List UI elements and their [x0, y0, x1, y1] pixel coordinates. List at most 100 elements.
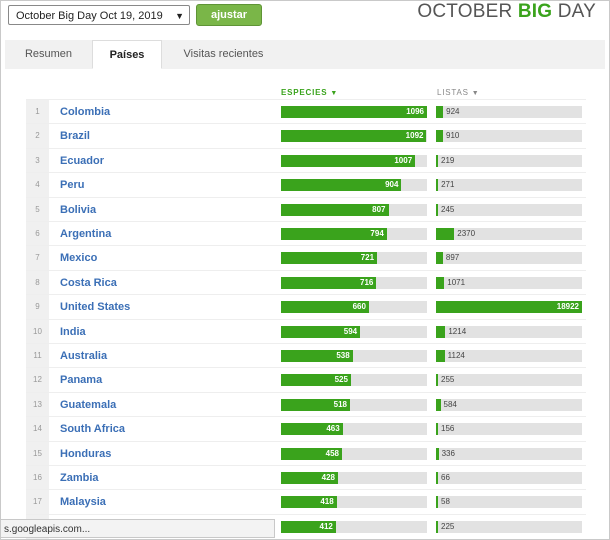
lists-bar: 1124: [436, 350, 582, 362]
lists-bar: 897: [436, 252, 582, 265]
country-link[interactable]: India: [60, 325, 86, 338]
country-link[interactable]: Honduras: [60, 447, 112, 460]
sort-down-icon: ▼: [330, 90, 339, 97]
species-bar-fill: [281, 423, 343, 436]
species-bar-fill: [281, 106, 427, 118]
country-link[interactable]: Malaysia: [60, 496, 106, 509]
country-link[interactable]: Guatemala: [60, 398, 117, 411]
table-row: 3 Ecuador 1007 219: [26, 147, 586, 174]
rank-cell: 2: [26, 124, 49, 149]
country-link[interactable]: Argentina: [60, 228, 112, 240]
lists-bar-fill: [436, 398, 441, 411]
species-bar-fill: [281, 252, 378, 265]
country-link[interactable]: Peru: [60, 179, 85, 192]
table-row: 9 United States 660 18922: [26, 294, 586, 320]
lists-sort-header[interactable]: LISTAS ▼: [437, 88, 480, 97]
lists-bar: 2370: [436, 228, 582, 240]
lists-bar: 924: [436, 106, 582, 118]
country-link[interactable]: Panama: [60, 374, 103, 387]
tab-resumen[interactable]: Resumen: [24, 48, 73, 60]
species-bar: 458: [281, 447, 427, 460]
sort-down-icon: ▼: [471, 90, 480, 97]
species-bar: 660: [281, 301, 427, 314]
table-row: 2 Brazil 1092 910: [26, 123, 586, 149]
species-bar: 716: [281, 276, 427, 289]
lists-bar-fill: [436, 301, 582, 314]
lists-bar: 584: [436, 398, 582, 411]
lists-count: 219: [441, 155, 455, 165]
country-link[interactable]: United States: [60, 301, 131, 314]
rank-cell: 11: [26, 344, 49, 369]
country-link[interactable]: Zambia: [60, 472, 99, 484]
table-row: 12 Panama 525 255: [26, 367, 586, 393]
table-row: 1 Colombia 1096 924: [26, 99, 586, 125]
adjust-button[interactable]: ajustar: [196, 4, 262, 26]
species-bar: 1007: [281, 154, 427, 167]
table-row: 7 Mexico 721 897: [26, 245, 586, 271]
species-bar: 721: [281, 252, 427, 265]
species-count: 418: [320, 497, 334, 507]
species-bar-fill: [281, 276, 377, 289]
species-count: 594: [343, 326, 358, 336]
species-bar-fill: [281, 325, 361, 338]
species-count: 518: [333, 399, 348, 409]
tab-paises[interactable]: Países: [92, 40, 162, 69]
species-count: 525: [334, 375, 348, 385]
rank-cell: 13: [26, 392, 49, 418]
lists-count: 1124: [447, 351, 465, 360]
lists-count: 584: [443, 399, 457, 409]
species-count: 1092: [405, 131, 424, 141]
country-link[interactable]: Bolivia: [60, 203, 97, 216]
species-sort-header[interactable]: ESPECIES ▼: [281, 88, 339, 97]
species-count: 721: [360, 253, 375, 263]
lists-bar: 271: [436, 179, 582, 192]
lists-count: 18922: [556, 302, 579, 312]
lists-count: 156: [441, 424, 455, 434]
country-link[interactable]: Ecuador: [60, 154, 105, 167]
table-row: 14 South Africa 463 156: [26, 416, 586, 442]
species-bar: 463: [281, 423, 427, 436]
table-row: 11 Australia 538 1124: [26, 343, 586, 369]
tab-bar: Resumen Países Visitas recientes: [5, 40, 605, 70]
lists-bar-fill: [436, 447, 439, 460]
species-bar-fill: [281, 520, 336, 533]
species-bar: 807: [281, 203, 427, 216]
species-bar-fill: [281, 374, 351, 387]
rank-cell: 3: [26, 148, 49, 174]
species-count: 538: [336, 351, 350, 360]
species-bar-fill: [281, 447, 342, 460]
rank-cell: 17: [26, 490, 49, 515]
lists-bar-fill: [436, 350, 445, 362]
lists-bar-fill: [436, 106, 444, 118]
species-bar-fill: [281, 130, 427, 143]
country-link[interactable]: Costa Rica: [60, 276, 117, 289]
lists-bar-fill: [436, 203, 438, 216]
species-bar: 525: [281, 374, 427, 387]
lists-count: 245: [441, 204, 455, 214]
species-count: 794: [370, 229, 384, 238]
rank-cell: 10: [26, 319, 49, 344]
species-count: 428: [321, 473, 336, 482]
country-link[interactable]: South Africa: [60, 423, 125, 436]
species-count: 660: [352, 302, 366, 312]
top-bar: October Big Day Oct 19, 2019 ▼ ajustar O…: [0, 0, 610, 44]
rank-cell: 16: [26, 466, 49, 491]
lists-count: 1214: [448, 326, 467, 336]
table-row: 8 Costa Rica 716 1071: [26, 269, 586, 296]
tab-visitas-recientes[interactable]: Visitas recientes: [183, 48, 264, 60]
table-row: 5 Bolivia 807 245: [26, 196, 586, 222]
lists-count: 336: [441, 448, 455, 458]
country-link[interactable]: Australia: [60, 350, 108, 362]
lists-count: 897: [445, 253, 460, 263]
species-bar-fill: [281, 228, 387, 240]
rank-cell: 12: [26, 368, 49, 393]
country-link[interactable]: Colombia: [60, 106, 111, 118]
country-link[interactable]: Mexico: [60, 252, 98, 265]
country-link[interactable]: Brazil: [60, 130, 90, 143]
event-select[interactable]: October Big Day Oct 19, 2019 ▼: [8, 5, 190, 25]
event-select-value: October Big Day Oct 19, 2019: [16, 10, 163, 22]
lists-count: 910: [446, 131, 460, 141]
species-count: 463: [326, 424, 340, 434]
lists-count: 66: [441, 473, 450, 482]
table-row: 4 Peru 904 271: [26, 172, 586, 198]
